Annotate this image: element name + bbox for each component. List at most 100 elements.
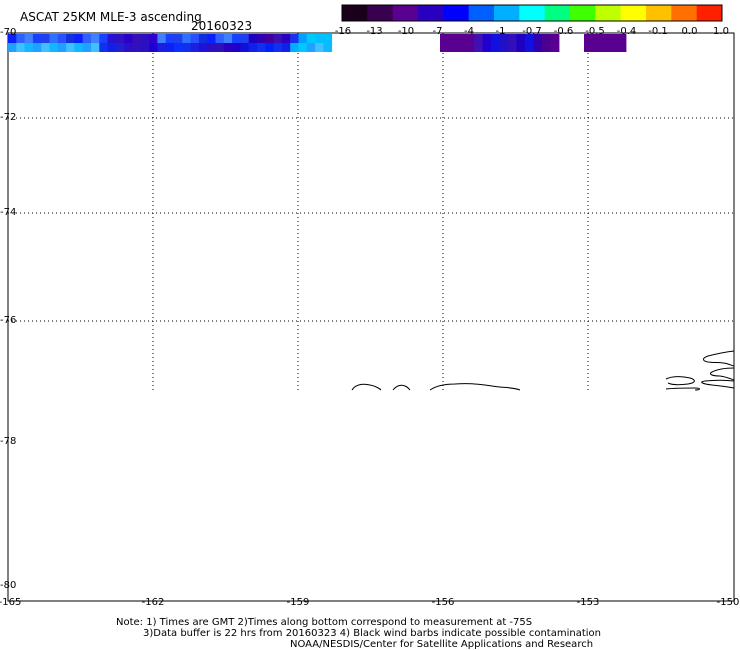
- swath-cell: [248, 34, 258, 43]
- swath-cell: [132, 43, 142, 52]
- swath-cell: [49, 43, 59, 52]
- swath-cell: [306, 34, 316, 43]
- swath-cell: [482, 34, 492, 52]
- lat-label: -74: [0, 207, 17, 218]
- swath-cell: [516, 34, 526, 52]
- swath-cell: [91, 43, 100, 52]
- lon-label: -159: [286, 597, 310, 608]
- swath-cell: [174, 43, 183, 52]
- swath-cell: [82, 43, 92, 52]
- note-line-3: NOAA/NESDIS/Center for Satellite Applica…: [290, 639, 594, 650]
- swath-cell: [440, 34, 449, 52]
- swath-cell: [240, 34, 250, 43]
- swath-cell: [232, 34, 241, 43]
- swath-cell: [600, 34, 610, 52]
- swath-cell: [465, 34, 475, 52]
- coastline-segment: [665, 387, 700, 391]
- swath-cell: [165, 43, 175, 52]
- colorbar-tick-label: 0.0: [681, 26, 698, 37]
- colorbar-swatch: [595, 5, 622, 21]
- lat-label: -80: [0, 580, 17, 591]
- colorbar-tick-label: -16: [334, 26, 352, 37]
- swath-cell: [140, 43, 150, 52]
- swath-cell: [448, 34, 458, 52]
- colorbar-swatch: [468, 5, 495, 21]
- swath-cell: [99, 43, 108, 52]
- swath-cell: [265, 43, 274, 52]
- swath-cell: [457, 34, 466, 52]
- swath-cell: [198, 34, 208, 43]
- coastline-segment: [429, 383, 521, 391]
- coastline-segment: [703, 350, 735, 367]
- swath-cell: [290, 34, 299, 43]
- swath-cell: [190, 43, 200, 52]
- swath-cell: [542, 34, 551, 52]
- swath-cell: [198, 43, 208, 52]
- lat-label: -72: [0, 112, 17, 123]
- colorbar-swatch: [646, 5, 672, 21]
- swath-cell: [306, 43, 316, 52]
- swath-cell: [298, 34, 308, 43]
- note-line-1: Note: 1) Times are GMT 2)Times along bot…: [116, 617, 533, 628]
- colorbar-tick-label: 1.0: [713, 26, 729, 37]
- swath-cell: [281, 43, 291, 52]
- swath-cell: [240, 43, 250, 52]
- swath-cell: [74, 43, 84, 52]
- colorbar-tick-label: -0.1: [648, 26, 668, 37]
- swath-cell: [124, 43, 133, 52]
- swath-cell: [182, 43, 191, 52]
- swath-cell: [99, 34, 108, 43]
- swath-cell: [323, 34, 333, 43]
- swath-cell: [182, 34, 191, 43]
- swath-cell: [174, 34, 183, 43]
- lat-label: -76: [0, 315, 17, 326]
- swath-cell: [298, 43, 308, 52]
- swath-cell: [32, 34, 42, 43]
- swath-cell: [140, 34, 150, 43]
- colorbar-swatch: [418, 5, 444, 21]
- swath-cell: [290, 43, 299, 52]
- swath-cell: [508, 34, 517, 52]
- swath-cell: [207, 43, 216, 52]
- swath-cell: [16, 34, 25, 43]
- colorbar-tick-label: -0.6: [553, 26, 574, 37]
- swath-cell: [215, 34, 225, 43]
- swath-cell: [232, 43, 241, 52]
- colorbar-frame: [341, 4, 723, 22]
- swath-cell: [41, 43, 50, 52]
- swath-cell: [107, 34, 117, 43]
- swath-cell: [474, 34, 483, 52]
- lon-label: -162: [141, 597, 165, 608]
- swath-cell: [124, 34, 133, 43]
- lon-label: -153: [576, 597, 600, 608]
- swath-cell: [617, 34, 627, 52]
- swath-cell: [157, 34, 167, 43]
- longitude-gridlines: [152, 33, 589, 390]
- colorbar-tick-label: -10: [397, 26, 415, 37]
- swath-cell: [24, 34, 34, 43]
- coastline-segment: [351, 383, 382, 391]
- coastline-segment: [392, 384, 411, 391]
- coastline: [351, 350, 735, 391]
- swath-cell: [57, 34, 67, 43]
- swath-cell: [592, 34, 602, 52]
- coastline-segment: [665, 376, 695, 386]
- swath-cell: [32, 43, 42, 52]
- product-date: 20160323: [191, 19, 253, 33]
- note-line-2: 3)Data buffer is 22 hrs from 20160323 4)…: [143, 628, 601, 639]
- swath-cell: [323, 43, 333, 52]
- lat-label: -78: [0, 436, 17, 447]
- colorbar-swatch: [671, 5, 698, 21]
- latitude-gridlines: [8, 117, 734, 322]
- swath-cell: [223, 34, 233, 43]
- swath-cell: [49, 34, 59, 43]
- swath-cell: [609, 34, 618, 52]
- swath-cell: [149, 43, 158, 52]
- swath-cell: [533, 34, 543, 52]
- swath-cell: [315, 34, 324, 43]
- lat-label: -70: [0, 27, 17, 38]
- swath-cell: [91, 34, 100, 43]
- swath-cell: [273, 34, 283, 43]
- colorbar-tick-label: -0.4: [616, 26, 637, 37]
